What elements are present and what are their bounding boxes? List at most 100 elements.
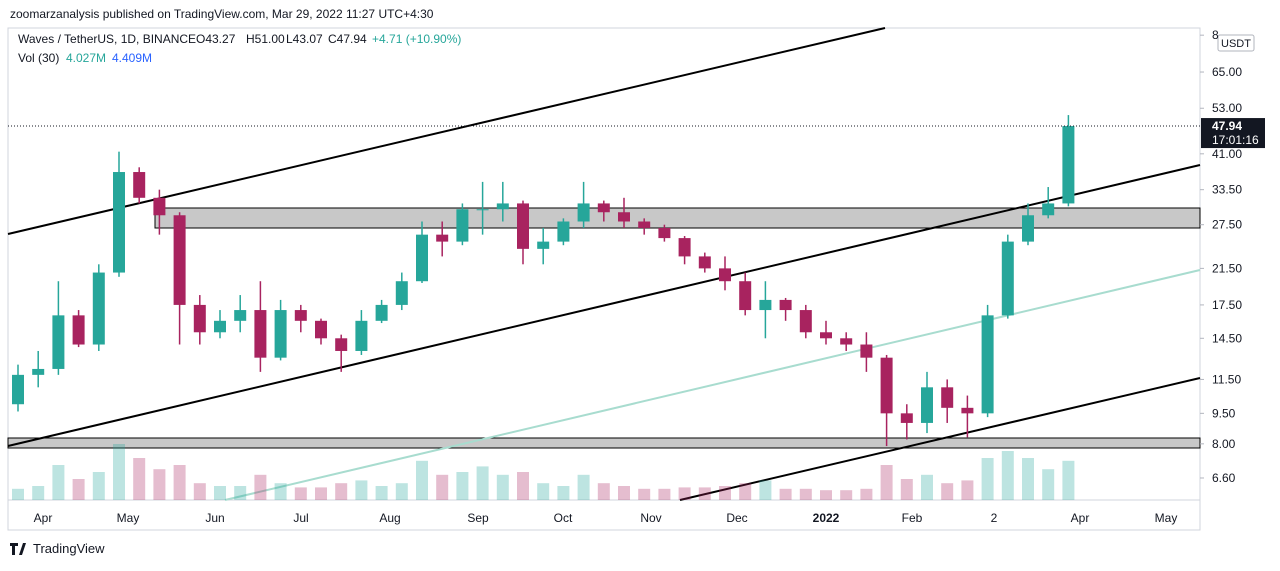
candle-body [1062,126,1075,204]
y-tick-label: 6.60 [1212,471,1236,485]
volume-bar [557,486,570,500]
resistance-zone [154,207,1201,229]
last-price-box [1201,118,1265,149]
candle-body [72,315,85,345]
candle-body [294,310,307,321]
y-tick-label: 11.50 [1212,372,1241,386]
candle-body [597,203,610,213]
candle-body [32,368,45,375]
candle-body [961,407,974,414]
volume-bar [355,480,368,500]
candle-body [173,215,186,305]
candle-body [759,299,772,311]
volume-bar [880,465,893,500]
candle-body [395,281,408,305]
x-tick-label: Apr [1071,511,1090,525]
candle-body [719,268,731,282]
zones [7,27,1201,501]
candle-body [375,304,388,321]
volume-bar [921,474,933,500]
candle-body [133,172,146,198]
candle-body [456,209,469,242]
volume-bar [1022,458,1034,500]
logo-mark [10,543,26,555]
volume-bar [1001,451,1014,500]
change: +4.71 (+10.90%) [372,32,461,46]
volume-bar [193,483,206,500]
pane-border [7,27,1201,531]
close: C47.94 [328,32,367,46]
volume-bar [981,458,994,500]
candle-body [577,203,590,222]
x-tick-label: Dec [726,511,747,525]
y-tick-label: 21.50 [1212,261,1242,275]
candle-body [860,344,873,358]
volume-bar [799,488,812,500]
volume-bar [577,474,590,500]
publisher: zoomarzanalysis published on TradingView… [10,7,434,21]
y-tick-label: 53.00 [1212,101,1242,115]
candle-body [921,387,933,423]
candle-body [900,413,913,423]
x-tick-label: Apr [34,511,53,525]
last-price: 47.94 [1212,119,1242,133]
volume-bar [234,486,247,500]
volume-bar [1062,460,1075,500]
candle-body [193,304,206,333]
volume-bar [900,479,913,500]
volume-bar [840,490,853,500]
y-tick-label: 33.50 [1212,183,1242,197]
candle-body [638,221,651,228]
y-tick-label: 9.50 [1212,406,1236,420]
x-tick-label: Aug [379,511,400,525]
candle-body [113,172,125,273]
footer: TradingView [33,541,105,556]
candle-body [214,320,226,333]
x-tick-label: Jun [205,511,224,525]
volume-bar [941,483,954,500]
volume-bar [1042,469,1055,500]
low: L43.07 [286,32,323,46]
vol-ma: 4.409M [112,51,152,65]
candle-body [496,203,509,210]
volume-bar [658,488,671,500]
volume-bar [456,472,469,500]
volume-bar [618,486,630,500]
volume-bar [759,480,772,500]
volume-bar [961,480,974,500]
vol-value: 4.027M [66,51,106,65]
candle-body [1001,241,1014,316]
x-tick-label: Oct [554,511,573,525]
candle-body [779,299,792,311]
volume-bar [597,483,610,500]
y-tick-label: 65.00 [1212,65,1242,79]
volume-bar [678,487,691,500]
volume-bar [698,487,711,500]
currency[interactable]: USDT [1221,38,1251,50]
x-tick-label: Sep [467,511,489,525]
volume-bar [173,465,186,500]
candle-body [658,227,671,239]
candle-body [537,241,550,249]
volume-bar [92,472,105,500]
x-tick-label: May [117,511,140,525]
channel-bottom [679,377,1201,501]
support-zone [7,437,1201,449]
volume-bar [32,486,45,500]
candle-body [52,315,65,369]
y-tick-label: 41.00 [1212,147,1242,161]
candle-body [799,310,812,333]
candle-body [517,203,529,249]
x-tick-label: Jul [293,511,308,525]
volume-bar [416,460,428,500]
x-tick-label: 2 [991,511,998,525]
currency-box[interactable] [1217,34,1255,52]
volume-bar [72,479,85,500]
volume-bar [294,487,307,500]
volume-bar [860,488,873,500]
candle-body [739,281,752,311]
volume-bar [719,486,731,500]
currency-button[interactable]: USDT [1217,34,1255,52]
volume-bar [52,465,65,500]
volume-bar [496,474,509,500]
